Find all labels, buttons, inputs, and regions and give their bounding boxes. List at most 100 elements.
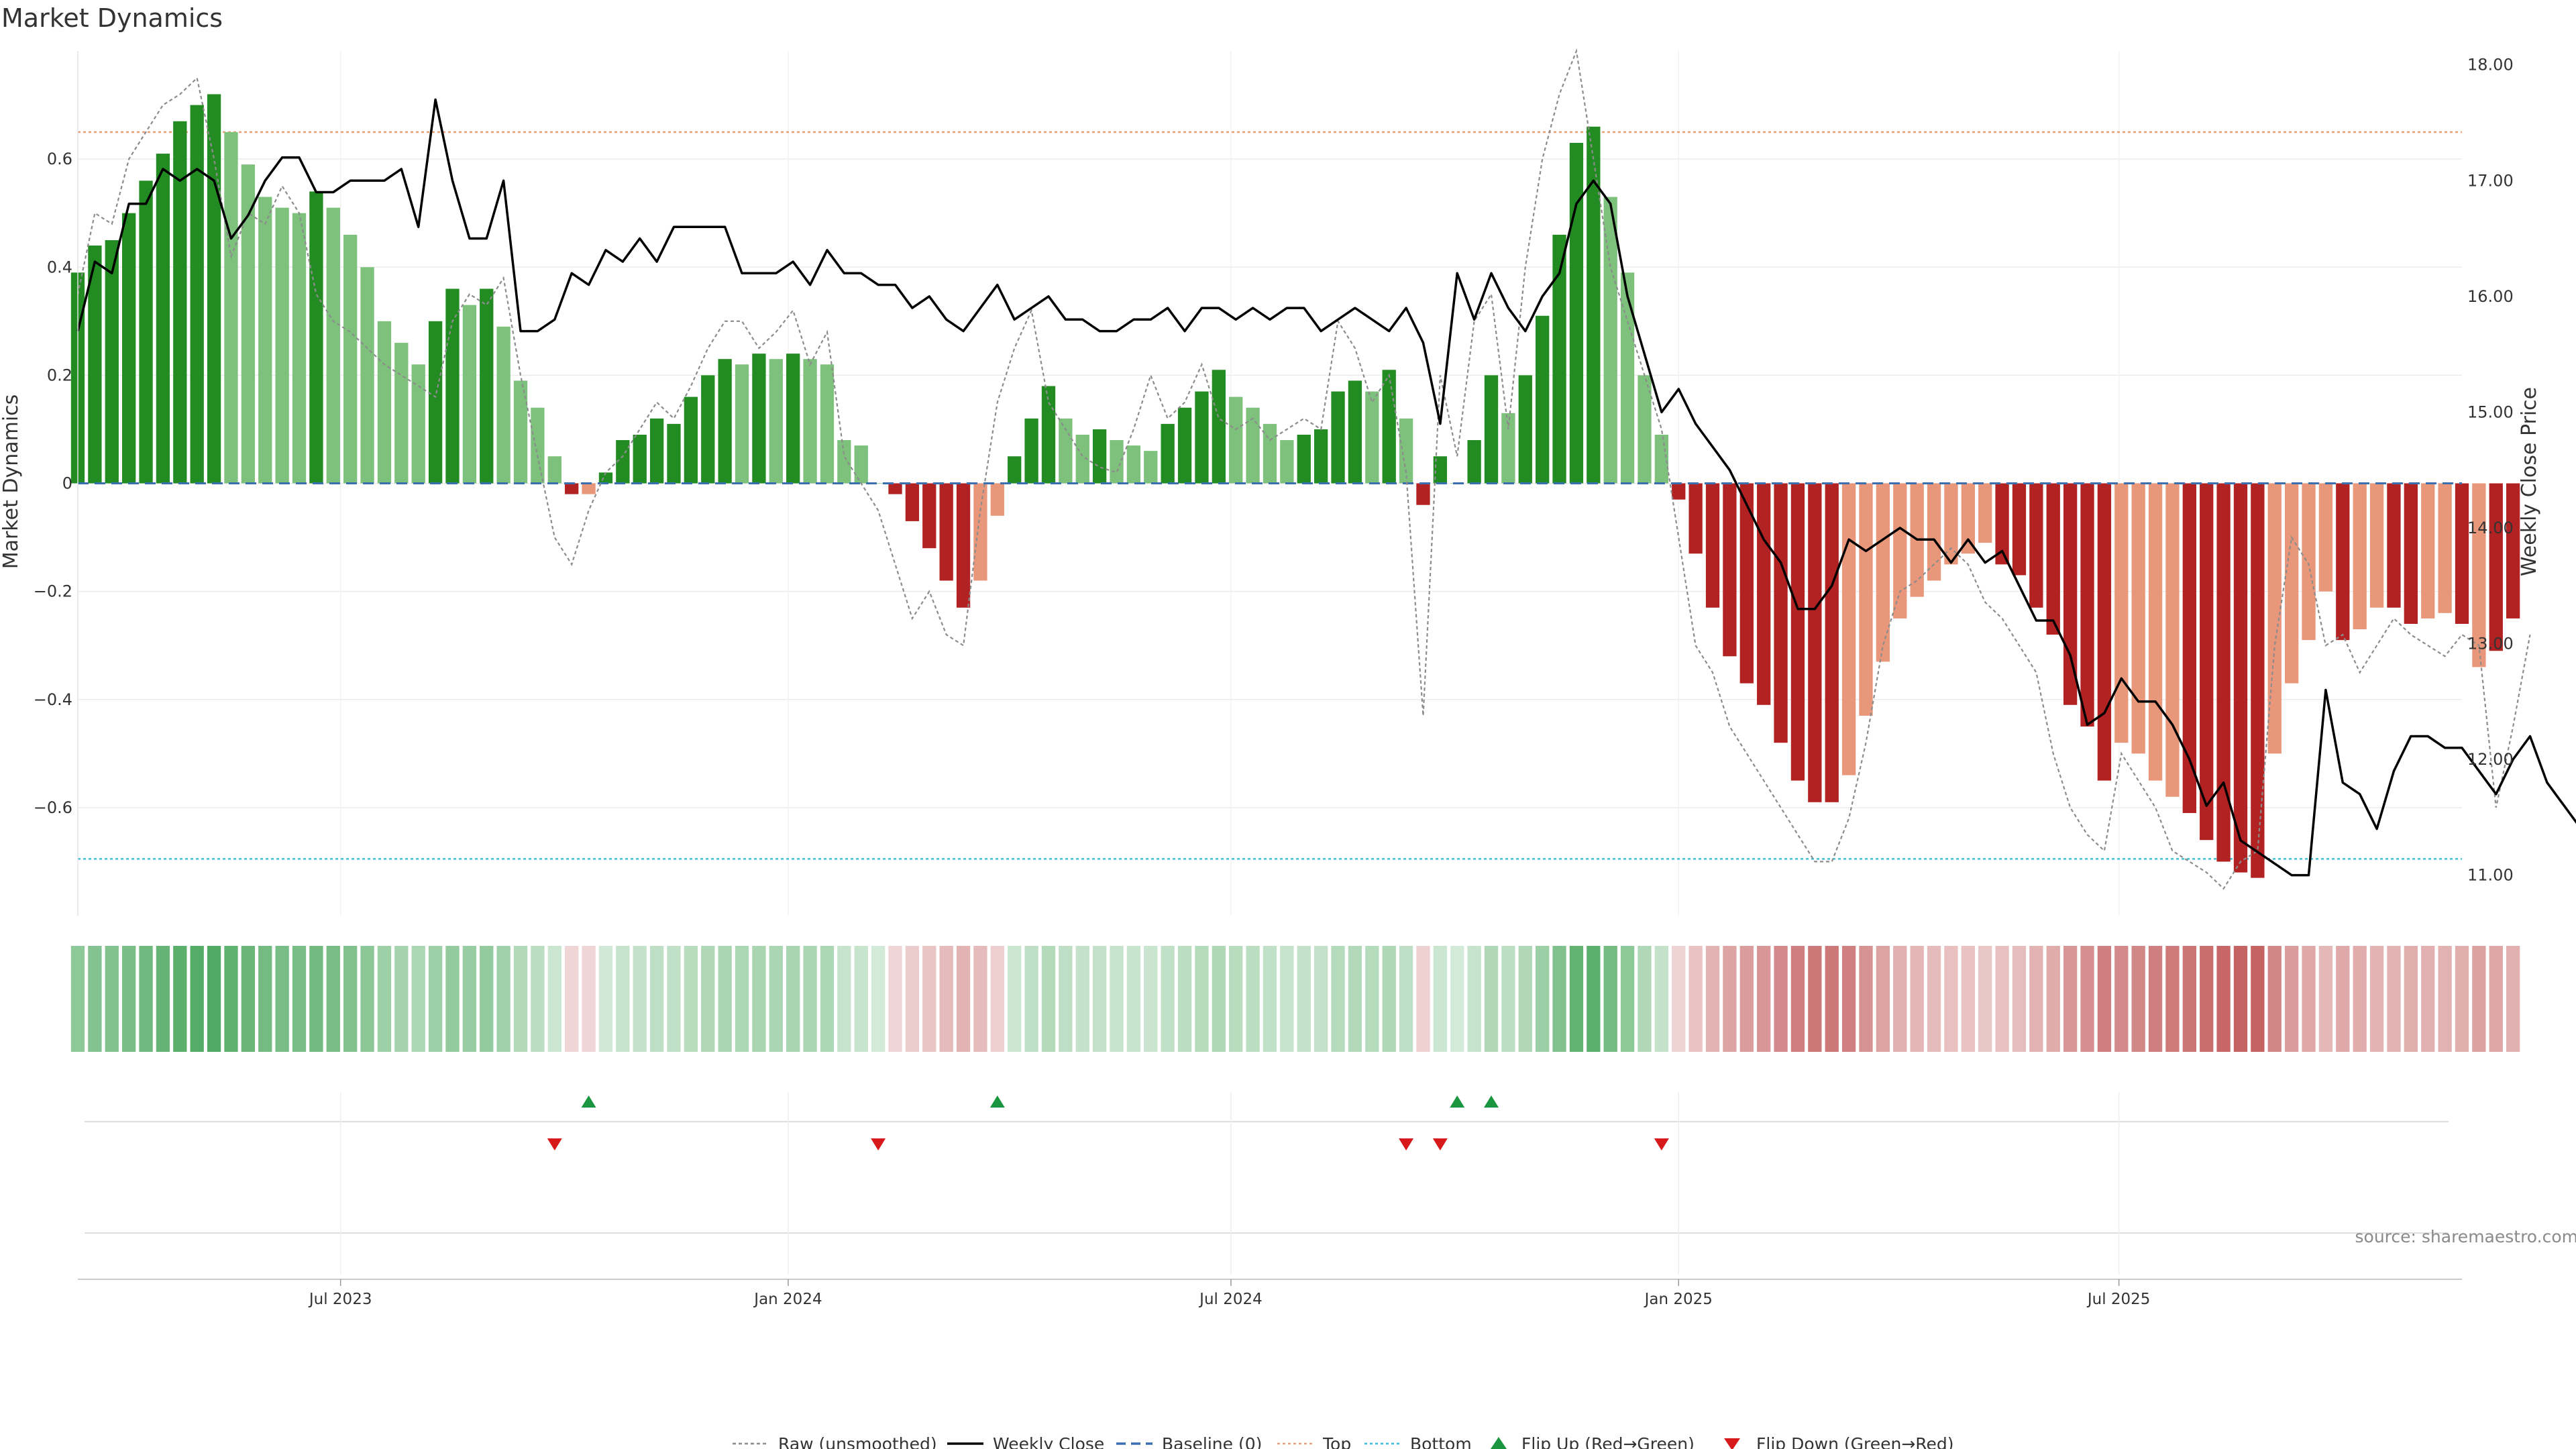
- md-bar: [1110, 440, 1124, 484]
- md-bar: [1688, 483, 1703, 554]
- md-bar: [1280, 440, 1294, 484]
- md-bar: [1638, 375, 1652, 484]
- md-bar: [905, 483, 920, 521]
- strip-cell: [1808, 946, 1822, 1052]
- series-lines: [76, 48, 2576, 890]
- strip-cell: [701, 946, 715, 1052]
- strip-cell: [462, 946, 477, 1052]
- x-axis: Jul 2023 Jan 2024 Jul 2024 Jan 2025 Jul 2025: [78, 1279, 2462, 1308]
- strip-cell: [1603, 946, 1617, 1052]
- strip-cell: [275, 946, 289, 1052]
- strip-cell: [1518, 946, 1532, 1052]
- strip-cell: [1672, 946, 1686, 1052]
- strip-cell: [88, 946, 102, 1052]
- flip-down-marker: [871, 1138, 886, 1150]
- chart-title: Market Dynamics: [1, 3, 223, 33]
- md-bar: [1536, 315, 1550, 484]
- strip-cell: [1654, 946, 1669, 1052]
- strip-cell: [973, 946, 987, 1052]
- md-bar: [309, 191, 323, 484]
- md-bar: [2353, 483, 2367, 630]
- strip-cell: [922, 946, 936, 1052]
- strip-cell: [445, 946, 460, 1052]
- strip-cell: [1705, 946, 1720, 1052]
- strip-cell: [1723, 946, 1737, 1052]
- strip-cell: [1365, 946, 1379, 1052]
- strip-cell: [837, 946, 851, 1052]
- x-tick-label: Jul 2025: [2086, 1291, 2151, 1308]
- strip-cell: [156, 946, 170, 1052]
- md-bar: [1654, 434, 1669, 484]
- strip-cell: [939, 946, 953, 1052]
- md-bar: [292, 213, 307, 484]
- md-bar: [1961, 483, 1975, 554]
- strip-cell: [1841, 946, 1856, 1052]
- strip-cell: [1927, 946, 1941, 1052]
- md-bar: [2216, 483, 2231, 862]
- strip-cell: [2148, 946, 2163, 1052]
- strip-cell: [1126, 946, 1141, 1052]
- md-bar: [1331, 391, 1345, 484]
- strip-cell: [1195, 946, 1209, 1052]
- md-bar: [2148, 483, 2163, 781]
- md-bar: [173, 121, 187, 484]
- strip-cell: [1297, 946, 1311, 1052]
- strip-cell: [1587, 946, 1601, 1052]
- md-bar: [752, 354, 766, 484]
- strip-cell: [70, 946, 85, 1052]
- strip-cell: [139, 946, 153, 1052]
- strip-cell: [718, 946, 732, 1052]
- right-tick-label: 13.00: [2467, 634, 2514, 653]
- strip-cell: [2438, 946, 2452, 1052]
- strip-cell: [394, 946, 409, 1052]
- strip-cell: [1416, 946, 1430, 1052]
- md-bar: [105, 239, 119, 484]
- strip-cell: [1757, 946, 1771, 1052]
- md-bar: [326, 207, 340, 484]
- strip-cell: [2182, 946, 2196, 1052]
- legend-raw-label: Raw (unsmoothed): [778, 1434, 937, 1449]
- md-bar: [156, 154, 170, 484]
- legend-flip-up-icon: [1491, 1437, 1507, 1449]
- right-tick-label: 12.00: [2467, 750, 2514, 769]
- md-bar: [394, 343, 409, 484]
- strip-cell: [292, 946, 307, 1052]
- left-tick-label: 0: [62, 474, 72, 493]
- right-axis-title: Weekly Close Price: [2518, 387, 2541, 576]
- md-bar: [939, 483, 953, 581]
- strip-cell: [1433, 946, 1448, 1052]
- md-bar: [1229, 396, 1243, 484]
- md-bar: [769, 359, 783, 484]
- strip-cell: [2489, 946, 2503, 1052]
- strip-cell: [105, 946, 119, 1052]
- strip-cell: [1075, 946, 1089, 1052]
- md-bar: [803, 359, 817, 484]
- md-bar: [88, 246, 102, 484]
- strip-cell: [616, 946, 630, 1052]
- md-bar: [2182, 483, 2196, 813]
- legend-flip-up-label: Flip Up (Red→Green): [1521, 1434, 1695, 1449]
- md-bar: [1587, 126, 1601, 484]
- strip-cell: [769, 946, 783, 1052]
- strip-cell: [122, 946, 136, 1052]
- strip-cell: [565, 946, 579, 1052]
- md-bar: [2080, 483, 2094, 727]
- md-bar: [1212, 370, 1226, 484]
- strip-cell: [1024, 946, 1038, 1052]
- strip-cell: [1569, 946, 1584, 1052]
- source-note: source: sharemaestro.com: [2355, 1227, 2576, 1246]
- md-bar: [854, 445, 868, 484]
- strip-cell: [1399, 946, 1413, 1052]
- md-bar: [1723, 483, 1737, 657]
- strip-cell: [1825, 946, 1839, 1052]
- md-bar: [1808, 483, 1822, 802]
- md-bar: [224, 131, 238, 484]
- strip-cell: [1280, 946, 1294, 1052]
- strip-cell: [1314, 946, 1328, 1052]
- md-bar: [1024, 418, 1038, 484]
- md-bar: [786, 354, 800, 484]
- strip-cell: [1859, 946, 1873, 1052]
- strip-cell: [496, 946, 511, 1052]
- md-bar: [360, 267, 374, 484]
